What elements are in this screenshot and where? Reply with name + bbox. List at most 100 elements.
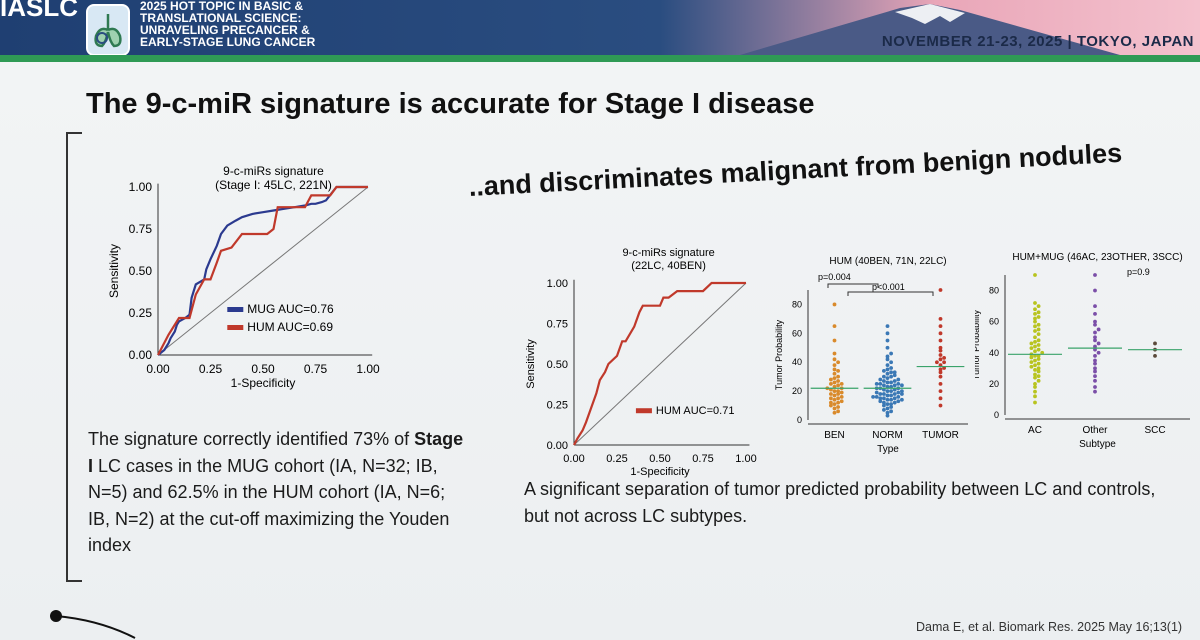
data-point-norm <box>882 400 886 405</box>
data-point-ben <box>832 402 837 407</box>
data-point-norm <box>885 380 890 385</box>
y-axis-label: Sensitivity <box>525 339 537 389</box>
data-point-norm <box>878 381 883 386</box>
data-point-ac <box>1029 346 1034 351</box>
data-point-tumor <box>938 345 943 350</box>
data-point-norm <box>878 396 883 401</box>
y-axis-label: Tumor Probability <box>774 319 784 390</box>
left-description: The signature correctly identified 73% o… <box>88 426 468 559</box>
data-point-ben <box>839 399 844 404</box>
data-point-ben <box>836 396 840 401</box>
x-tick-label: 0.00 <box>563 453 584 465</box>
data-point-other <box>1093 374 1097 379</box>
data-point-norm <box>896 399 901 404</box>
data-point-ac <box>1036 332 1041 337</box>
data-point-ac <box>1036 369 1041 374</box>
data-point-norm <box>889 374 893 379</box>
data-point-norm <box>878 392 883 396</box>
data-point-ac <box>1033 381 1037 386</box>
data-point-ben <box>832 371 837 376</box>
data-point-norm <box>889 366 893 370</box>
data-point-other <box>1093 358 1097 363</box>
y-tick-label: 0.00 <box>129 348 153 362</box>
y-tick-label: 20 <box>792 386 802 396</box>
x-tick-label: 0.00 <box>146 362 170 376</box>
data-point-ben <box>832 338 837 343</box>
data-point-tumor <box>938 331 943 336</box>
banner-stripe <box>0 55 1200 62</box>
y-tick-label: 20 <box>989 379 999 389</box>
roc-curve-1 <box>157 185 368 356</box>
data-point-ben <box>839 390 844 395</box>
lungs-logo-icon <box>86 4 130 56</box>
x-axis-label: 1-Specificity <box>630 466 690 478</box>
x-axis-label: 1-Specificity <box>231 376 296 390</box>
data-point-ac <box>1033 367 1037 372</box>
data-point-ben <box>832 389 837 394</box>
data-point-other <box>1093 288 1097 293</box>
data-point-norm <box>885 338 890 343</box>
y-tick-label: 1.00 <box>547 278 568 290</box>
data-point-tumor <box>938 396 943 401</box>
data-point-ac <box>1033 324 1037 329</box>
data-point-ben <box>836 389 840 394</box>
data-point-tumor <box>938 381 943 386</box>
y-tick-label: 80 <box>792 299 802 309</box>
y-tick-label: 60 <box>792 328 802 338</box>
y-tick-label: 0.25 <box>129 306 153 320</box>
data-point-ac <box>1033 339 1037 344</box>
y-tick-label: 0.50 <box>129 264 153 278</box>
data-point-norm <box>885 397 890 402</box>
mountain-image <box>740 4 1120 55</box>
data-point-ben <box>832 357 837 362</box>
x-tick-label: Other <box>1082 425 1108 436</box>
data-point-norm <box>900 397 904 402</box>
data-point-norm <box>885 406 890 411</box>
data-point-tumor <box>938 367 943 372</box>
data-point-ben <box>829 403 833 408</box>
chart-title: 9-c-miRs signature <box>622 247 714 259</box>
data-point-norm <box>885 376 890 381</box>
data-point-norm <box>896 381 901 386</box>
roc-curve-0 <box>573 281 746 446</box>
data-point-ac <box>1029 355 1034 360</box>
data-point-norm <box>889 393 893 398</box>
data-point-ben <box>836 360 840 365</box>
data-point-norm <box>878 377 883 382</box>
data-point-norm <box>885 393 890 398</box>
p-value-label: p=0.9 <box>1127 267 1150 277</box>
data-point-scc <box>1153 341 1157 346</box>
legend-swatch-0 <box>227 307 244 312</box>
conference-title-line2: UNRAVELING PRECANCER & EARLY-STAGE LUNG … <box>140 23 316 49</box>
data-point-ac <box>1033 307 1037 312</box>
dotplot-hum-type: HUM (40BEN, 71N, 22LC) 0 20 40 60 80 Tumor Pro… <box>774 256 968 455</box>
y-tick-label: 80 <box>989 286 999 296</box>
data-point-ac <box>1029 360 1034 365</box>
data-point-norm <box>885 363 890 368</box>
data-point-norm <box>889 405 893 409</box>
data-point-ben <box>829 377 833 382</box>
data-point-ben <box>829 400 833 405</box>
data-point-norm <box>889 351 893 356</box>
data-point-ben <box>836 400 840 405</box>
data-point-ac <box>1033 344 1037 349</box>
data-point-norm <box>885 357 890 362</box>
y-tick-label: 40 <box>989 348 999 358</box>
conference-dates: NOVEMBER 21-23, 2025 | TOKYO, JAPAN <box>881 33 1194 50</box>
data-point-ac <box>1033 319 1037 324</box>
data-point-other <box>1093 389 1097 394</box>
chart-title: 9-c-miRs signature <box>223 164 324 178</box>
data-point-other <box>1093 353 1097 358</box>
data-point-ac <box>1036 310 1041 315</box>
conference-banner: IASLC 2025 HOT TOPIC IN BASIC & TRANSLAT… <box>0 0 1200 62</box>
data-point-norm <box>882 396 886 401</box>
x-tick-label: 1.00 <box>735 453 756 465</box>
data-point-scc <box>1153 353 1157 358</box>
data-point-other <box>1093 366 1097 371</box>
data-point-norm <box>874 390 879 395</box>
y-axis-label: Sensitivity <box>107 244 121 298</box>
org-name: IASLC <box>0 0 78 22</box>
data-point-tumor <box>942 360 946 365</box>
legend-label-0: HUM AUC=0.71 <box>656 405 735 417</box>
reference-diagonal <box>157 186 369 356</box>
